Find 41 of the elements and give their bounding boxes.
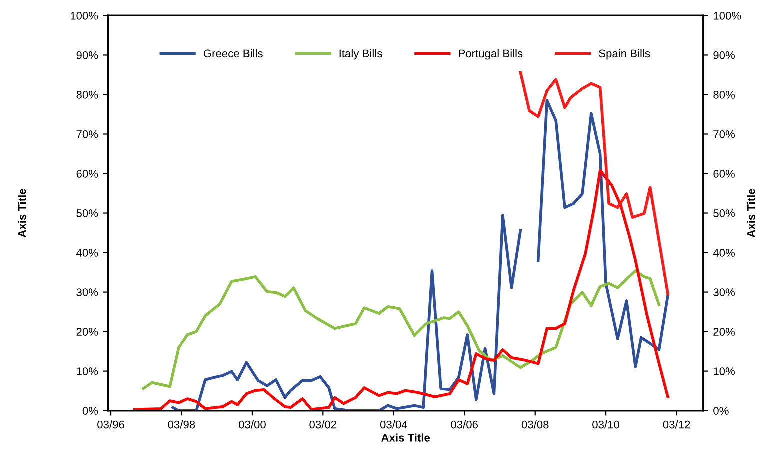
y-tick-label: 30% <box>76 288 98 296</box>
y-tick-label: 70% <box>76 130 98 138</box>
y-tick-label: 50% <box>76 210 98 218</box>
y2-tick-label: 30% <box>714 288 735 296</box>
x-tick-label: 03/96 <box>98 420 124 429</box>
legend-label: Spain Bills <box>599 49 650 60</box>
y2-tick-label: 60% <box>714 170 735 178</box>
line-series <box>133 169 670 411</box>
y2-tick-label: 0% <box>714 407 729 415</box>
y2-tick-label: 10% <box>714 368 735 376</box>
y-tick-label: 80% <box>76 91 98 99</box>
y-axis-title: Axis Title <box>18 189 26 238</box>
legend-label: Italy Bills <box>340 49 382 60</box>
y-tick-label: 10% <box>77 368 98 376</box>
y2-tick-label: 100% <box>714 12 742 20</box>
x-tick-label: 03/98 <box>168 420 196 429</box>
y-tick-label: 20% <box>76 328 98 336</box>
y-tick-label: 40% <box>76 249 98 257</box>
y2-tick-label: 40% <box>713 249 735 257</box>
y2-tick-label: 90% <box>714 51 735 60</box>
legend-label: Portugal Bills <box>459 49 523 60</box>
y2-tick-label: 80% <box>714 91 735 99</box>
legend-label: Greece Bills <box>204 49 263 58</box>
x-tick-label: 03/12 <box>663 420 690 429</box>
x-tick-label: 03/08 <box>522 420 549 429</box>
y2-tick-label: 50% <box>714 210 735 218</box>
x-tick-label: 03/00 <box>239 420 266 429</box>
y2-tick-label: 20% <box>714 328 735 336</box>
x-tick-label: 03/04 <box>380 420 408 429</box>
x-axis-title: Axis Title <box>382 434 430 442</box>
line-series <box>519 71 670 296</box>
x-tick-label: 03/06 <box>451 420 478 429</box>
line-series <box>142 270 661 390</box>
y-tick-label: 100% <box>70 12 98 20</box>
y-tick-label: 60% <box>76 170 98 178</box>
y2-tick-label: 70% <box>714 130 735 138</box>
x-tick-label: 03/10 <box>592 420 620 429</box>
y-tick-label: 90% <box>76 51 98 60</box>
x-tick-label: 03/02 <box>310 420 336 429</box>
y2-axis-title: Axis Title <box>747 189 756 238</box>
y-tick-label: 0% <box>82 407 98 415</box>
